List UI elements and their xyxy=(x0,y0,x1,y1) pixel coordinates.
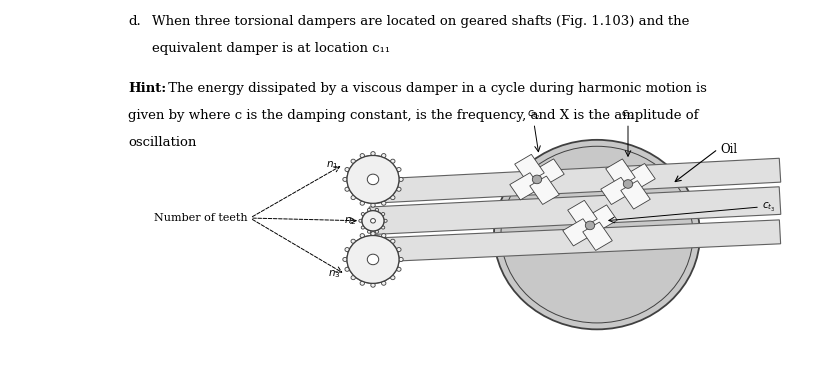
Circle shape xyxy=(342,258,347,261)
Circle shape xyxy=(370,283,375,287)
Polygon shape xyxy=(533,159,563,186)
Text: When three torsional dampers are located on geared shafts (Fig. 1.103) and the: When three torsional dampers are located… xyxy=(151,15,688,28)
Circle shape xyxy=(361,213,364,216)
Circle shape xyxy=(367,208,370,211)
Circle shape xyxy=(390,276,394,280)
Text: Hint:: Hint: xyxy=(128,82,166,95)
Circle shape xyxy=(358,219,361,222)
Circle shape xyxy=(370,232,375,236)
Circle shape xyxy=(399,177,403,181)
Text: Oil: Oil xyxy=(719,142,736,156)
Circle shape xyxy=(361,226,364,229)
Circle shape xyxy=(396,267,400,271)
Circle shape xyxy=(370,203,375,207)
Polygon shape xyxy=(369,158,780,203)
Circle shape xyxy=(390,159,394,163)
Polygon shape xyxy=(562,219,593,246)
Circle shape xyxy=(399,258,403,261)
Circle shape xyxy=(396,167,400,171)
Circle shape xyxy=(390,195,394,199)
Text: $n_1$: $n_1$ xyxy=(326,159,338,171)
Polygon shape xyxy=(514,154,543,183)
Circle shape xyxy=(360,234,364,238)
Circle shape xyxy=(381,213,385,216)
Circle shape xyxy=(381,153,385,158)
Circle shape xyxy=(360,201,364,205)
Circle shape xyxy=(347,155,399,203)
Circle shape xyxy=(367,174,378,185)
Circle shape xyxy=(381,201,385,205)
Circle shape xyxy=(381,226,385,229)
Polygon shape xyxy=(369,220,780,262)
Circle shape xyxy=(494,140,699,329)
Circle shape xyxy=(345,167,349,171)
Circle shape xyxy=(361,210,384,231)
Text: $n_2$: $n_2$ xyxy=(343,215,356,227)
Polygon shape xyxy=(582,222,611,251)
Text: $c_{t_2}$: $c_{t_2}$ xyxy=(527,109,540,122)
Circle shape xyxy=(381,234,385,238)
Circle shape xyxy=(390,239,394,243)
Circle shape xyxy=(342,177,347,181)
Circle shape xyxy=(351,195,355,199)
Polygon shape xyxy=(620,181,649,209)
Circle shape xyxy=(360,153,364,158)
Polygon shape xyxy=(605,159,634,187)
Circle shape xyxy=(351,276,355,280)
Circle shape xyxy=(375,208,378,211)
Circle shape xyxy=(351,159,355,163)
Text: oscillation: oscillation xyxy=(128,136,197,149)
Circle shape xyxy=(370,219,375,223)
Circle shape xyxy=(396,248,400,252)
Polygon shape xyxy=(624,163,654,191)
Circle shape xyxy=(585,221,594,230)
Circle shape xyxy=(532,175,541,184)
Text: Number of teeth: Number of teeth xyxy=(154,213,248,223)
Circle shape xyxy=(623,180,632,188)
Circle shape xyxy=(367,230,370,233)
Circle shape xyxy=(381,281,385,285)
Circle shape xyxy=(370,152,375,156)
Circle shape xyxy=(347,155,399,203)
Circle shape xyxy=(351,239,355,243)
Circle shape xyxy=(345,248,349,252)
Circle shape xyxy=(361,210,384,231)
Polygon shape xyxy=(529,176,558,205)
Polygon shape xyxy=(600,177,631,205)
Circle shape xyxy=(345,267,349,271)
Circle shape xyxy=(384,219,387,222)
Text: The energy dissipated by a viscous damper in a cycle during harmonic motion is: The energy dissipated by a viscous dampe… xyxy=(164,82,706,95)
Circle shape xyxy=(396,187,400,191)
Text: $c_{t_3}$: $c_{t_3}$ xyxy=(761,201,774,213)
Circle shape xyxy=(375,230,378,233)
Polygon shape xyxy=(586,205,616,232)
Circle shape xyxy=(347,236,399,283)
Polygon shape xyxy=(509,173,540,200)
Circle shape xyxy=(360,281,364,285)
Polygon shape xyxy=(369,187,780,234)
Text: $n_3$: $n_3$ xyxy=(328,268,341,280)
Circle shape xyxy=(367,254,378,265)
Text: d.: d. xyxy=(128,15,141,28)
Text: $c_{t_2}$: $c_{t_2}$ xyxy=(620,109,633,122)
Circle shape xyxy=(345,187,349,191)
Text: equivalent damper is at location c₁₁: equivalent damper is at location c₁₁ xyxy=(151,42,390,54)
Circle shape xyxy=(347,236,399,283)
Text: given by where c is the damping constant, is the frequency, and X is the amplitu: given by where c is the damping constant… xyxy=(128,109,698,122)
Polygon shape xyxy=(567,200,596,229)
